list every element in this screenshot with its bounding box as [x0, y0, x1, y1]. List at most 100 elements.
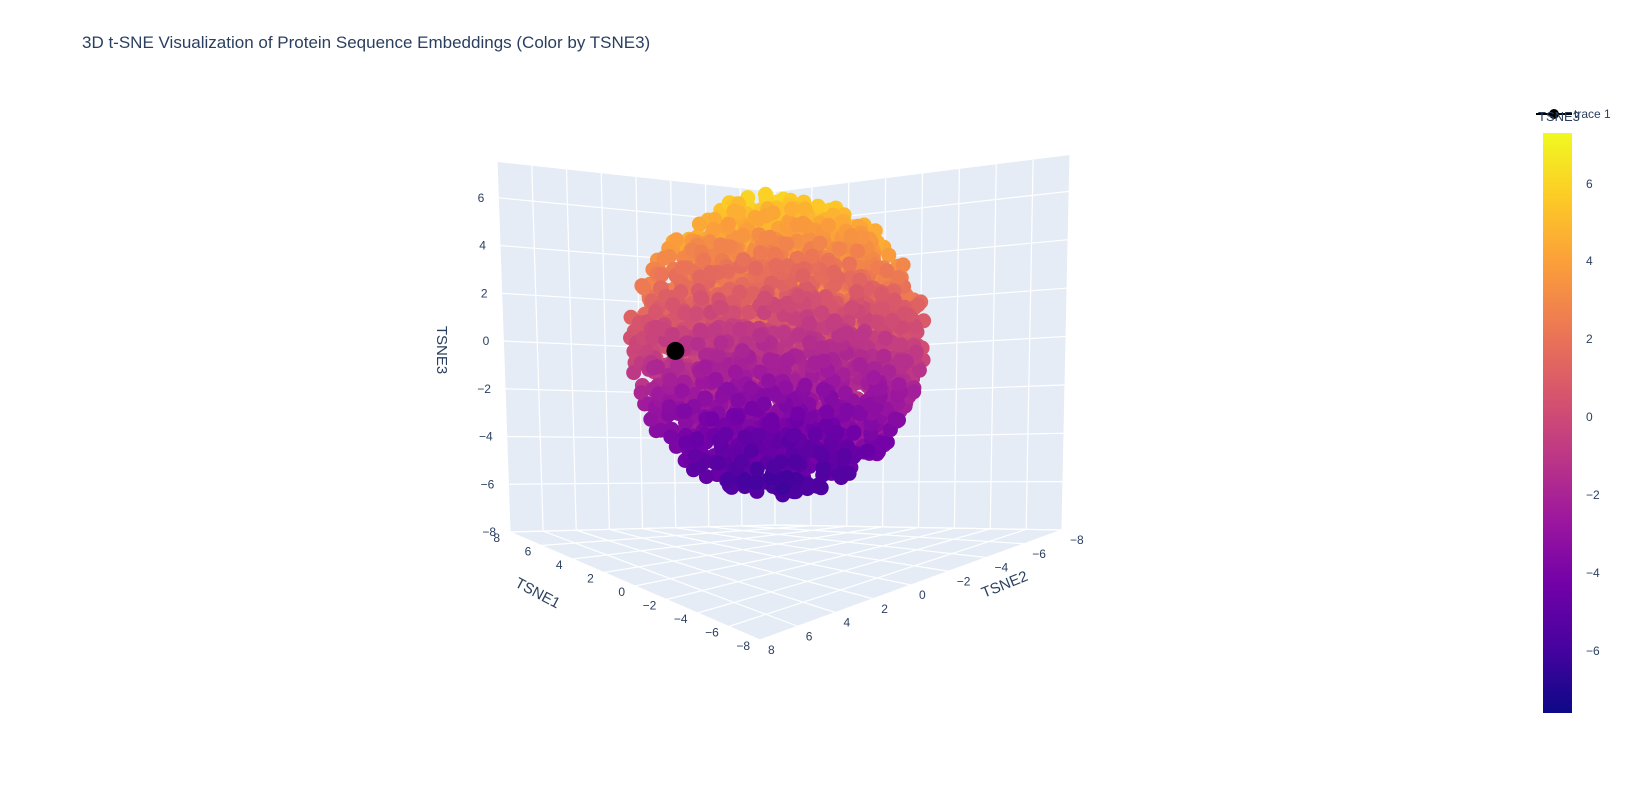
scatter-point	[735, 228, 751, 243]
colorbar-tick-label: 0	[1586, 410, 1593, 425]
scatter-point	[864, 348, 880, 364]
scatter-point	[795, 215, 811, 231]
scatter-point	[826, 264, 842, 280]
scatter-point	[713, 237, 729, 253]
floor-gridline	[708, 526, 987, 559]
scatter-point	[677, 404, 693, 419]
scatter-point	[689, 306, 705, 322]
scatter-point	[802, 315, 817, 331]
legend-marker-icon	[1536, 108, 1572, 120]
scatter-point	[843, 228, 859, 244]
scatter-point	[729, 410, 745, 426]
z-tick-label: −4	[479, 430, 493, 444]
scatter-point	[810, 198, 826, 214]
scatter-point	[726, 203, 742, 219]
scatter-point	[758, 186, 773, 202]
wall-gridline	[565, 169, 577, 531]
y-tick-label: 8	[768, 643, 775, 657]
scatter-point	[720, 472, 736, 487]
scatter-point	[720, 381, 736, 397]
scatter-point	[839, 402, 855, 418]
scatter-point	[866, 370, 882, 386]
wall-gridline	[953, 168, 960, 529]
z-tick-label: 4	[479, 239, 486, 253]
scatter-point	[776, 325, 792, 340]
z-tick-label: 2	[481, 286, 488, 300]
z-gridline	[509, 524, 1063, 533]
scatter-point	[849, 284, 864, 300]
floor-gridline	[675, 527, 949, 572]
scatter-point	[720, 216, 736, 232]
scatter-point	[633, 385, 649, 401]
scatter-point	[907, 318, 923, 334]
scatter-point	[818, 418, 834, 433]
scatter-point	[787, 454, 803, 470]
scatter-point	[797, 201, 813, 217]
scatter-point	[698, 347, 714, 363]
scatter-point	[737, 473, 753, 488]
scatter-point	[896, 306, 911, 322]
scatter-point	[669, 358, 685, 374]
scatter-point	[727, 364, 743, 380]
scatter-point	[718, 426, 734, 442]
scatter-point	[850, 243, 865, 259]
tsne1-axis-title: TSNE1	[512, 575, 563, 613]
scatter-point	[852, 357, 868, 373]
tsne3-tick-labels: −8 −6 −4 −2 0 2 4 6	[477, 191, 496, 539]
scatter-point	[863, 416, 879, 432]
y-tick-label: −4	[995, 561, 1009, 575]
scatter-point	[691, 216, 707, 232]
scatter-point	[910, 297, 926, 313]
scatter-point	[674, 383, 690, 399]
scatter-point	[707, 322, 723, 338]
scatter-point	[762, 229, 778, 245]
scatter-point	[693, 290, 709, 305]
scatter-point	[773, 454, 789, 470]
scatter-point	[778, 380, 794, 395]
scatter-point	[749, 461, 765, 477]
floor	[510, 525, 1062, 640]
z-tick-label: 0	[483, 334, 490, 348]
scatter-point	[860, 443, 875, 459]
scatter-point	[692, 322, 708, 338]
scatter-point	[786, 428, 802, 443]
scatter-point	[784, 201, 800, 217]
scatter-point	[651, 386, 666, 402]
trace1-points[interactable]	[666, 341, 685, 360]
scatter-point	[797, 377, 813, 393]
scatter-point	[804, 248, 820, 264]
scatter-point	[854, 327, 870, 343]
scatter-point	[879, 263, 895, 279]
scatter-point	[836, 447, 852, 463]
scatter-point	[837, 385, 853, 401]
scatter-point	[673, 284, 689, 300]
scatter-point	[891, 377, 907, 393]
y-tick-label: 2	[881, 602, 888, 616]
scatter-point	[829, 425, 845, 440]
scatter-point	[737, 429, 753, 445]
scatter-point	[877, 330, 893, 346]
floor-gridline	[728, 528, 1027, 628]
scatter-point	[649, 359, 665, 375]
legend-label: trace 1	[1574, 107, 1611, 121]
trace1-point	[666, 341, 685, 360]
scatter-point	[708, 372, 724, 388]
y-tick-label: −2	[957, 574, 971, 588]
scatter-point	[698, 469, 714, 485]
z-tick-label: −6	[481, 477, 495, 491]
y-tick-label: −6	[1032, 547, 1046, 561]
scatter-point	[815, 340, 830, 356]
scatter-point	[852, 406, 868, 422]
scatter-point	[844, 300, 860, 316]
wall-gridline	[1061, 154, 1071, 531]
colorbar-tick-label: −2	[1586, 488, 1600, 502]
scatter-point	[891, 269, 906, 285]
colorbar-tick-label: −6	[1586, 643, 1600, 658]
x-tick-label: −6	[705, 626, 719, 640]
scatter-point	[643, 411, 659, 427]
scatter-point	[819, 404, 835, 420]
legend[interactable]: trace 1	[1536, 107, 1611, 121]
scatter-point	[887, 411, 903, 427]
colorbar-tick-label: −4	[1586, 565, 1600, 580]
